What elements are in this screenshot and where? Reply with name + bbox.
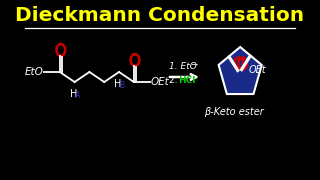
Text: 2.: 2.	[169, 75, 180, 84]
Text: Dieckmann Condensation: Dieckmann Condensation	[15, 6, 305, 24]
Text: H: H	[70, 89, 77, 99]
Text: HCl: HCl	[178, 75, 196, 84]
Text: OEt: OEt	[249, 65, 266, 75]
Polygon shape	[219, 47, 262, 94]
Text: β-Keto ester: β-Keto ester	[204, 107, 263, 117]
Text: B: B	[120, 81, 125, 90]
Text: 1. EtO: 1. EtO	[169, 62, 196, 71]
Text: OEt: OEt	[150, 77, 169, 87]
Text: EtO: EtO	[24, 67, 43, 77]
Text: −: −	[190, 60, 197, 69]
Text: H: H	[115, 79, 122, 89]
Text: A: A	[75, 91, 80, 100]
